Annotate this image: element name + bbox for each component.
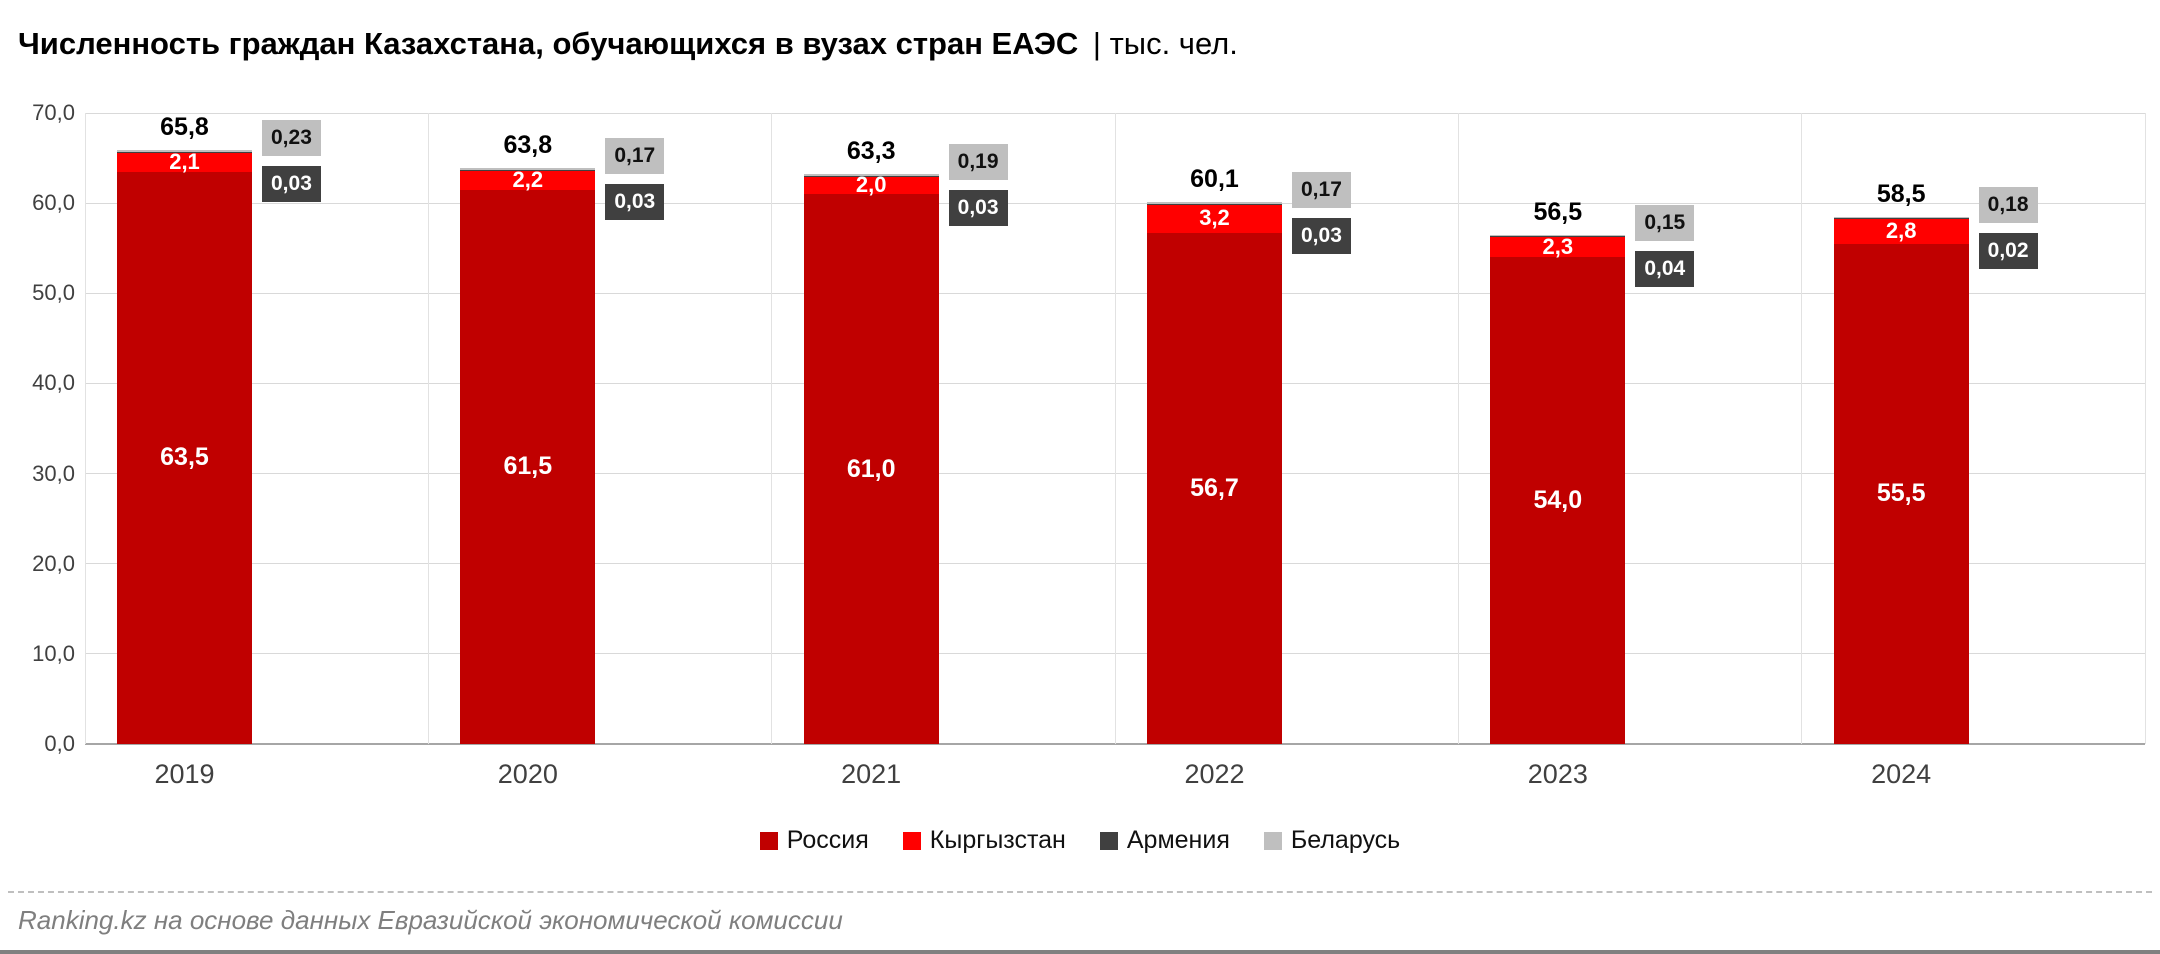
gridline-horizontal [85,743,2145,745]
gridline-vertical [84,113,86,744]
bar-value-label-Россия: 63,5 [160,443,209,472]
callout-Беларусь: 0,19 [948,144,1008,181]
bar-value-label-Кыргызстан: 2,8 [1885,218,1917,244]
bar-segment-Беларусь [1147,202,1282,204]
callout-Беларусь: 0,17 [605,137,665,174]
bar-total-label: 63,3 [846,137,896,166]
bar-segment-Россия [1490,257,1626,744]
bar-total-label: 58,5 [1876,179,1926,208]
legend-swatch-icon [1099,831,1118,850]
bar-value-label-Кыргызстан: 3,2 [1199,205,1230,231]
bar-value-label-Кыргызстан: 2,0 [855,172,887,198]
x-axis-tick-label: 2024 [1871,759,1932,789]
bar-segment-Кыргызстан [117,152,252,172]
y-axis-tick-label: 30,0 [32,460,75,486]
callout-Армения: 0,03 [948,190,1008,227]
gridline-vertical [2144,113,2146,744]
bar-segment-Россия [803,194,939,744]
legend-item-Армения: Армения [1099,826,1230,855]
bar-value-label-Россия: 55,5 [1876,479,1926,508]
callout-Беларусь: 0,15 [1635,204,1695,241]
gridline-vertical [1801,113,1803,744]
callout-Беларусь: 0,17 [1292,172,1351,209]
bar-value-label-Россия: 56,7 [1190,473,1239,502]
callout-Беларусь: 0,18 [1978,186,2038,223]
callout-Армения: 0,04 [1635,250,1695,287]
callout-Армения: 0,03 [1292,218,1351,255]
y-axis-tick-label: 50,0 [32,280,75,306]
chart-legend: Россия Кыргызстан Армения Беларусь [0,826,2160,855]
legend-item-Россия: Россия [759,826,869,855]
bar-segment-Беларусь [117,150,252,153]
legend-label: Кыргызстан [929,826,1066,854]
y-axis-tick-label: 10,0 [32,640,75,666]
bar-segment-Россия [1833,243,1969,744]
x-axis-tick-label: 2022 [1184,759,1245,789]
chart-plot-area: 0,0 10,0 20,0 30,0 40,0 50,0 60,0 70,0 63,5 2,1 65… [32,100,2146,789]
legend-label: Беларусь [1290,826,1401,854]
bar-segment-Беларусь [803,174,939,176]
callout-Беларусь: 0,23 [262,120,321,157]
bar-segment-Кыргызстан [1833,218,1969,244]
chart-title-main: Численность граждан Казахстана, обучающи… [18,26,1079,61]
bar-segment-Кыргызстан [1147,204,1282,233]
x-axis-tick-label: 2023 [1527,759,1588,789]
bar-segment-Кыргызстан [1490,236,1626,258]
bar-segment-Россия [460,189,596,744]
bar-value-label-Кыргызстан: 2,2 [512,166,544,192]
y-axis-tick-label: 40,0 [32,370,75,396]
x-axis-tick-label: 2019 [154,759,215,789]
gridline-vertical [427,113,429,744]
bar-total-label: 63,8 [503,130,553,159]
legend-swatch-icon [902,831,921,850]
callout-Армения: 0,02 [1978,232,2038,269]
bar-value-label-Россия: 61,0 [846,454,896,483]
gridline-vertical [771,113,773,744]
bar-segment-Кыргызстан [460,169,596,190]
bar-segment-Кыргызстан [803,176,939,195]
x-axis-tick-label: 2021 [841,759,902,789]
gridline-vertical [1114,113,1116,744]
x-axis-tick-label: 2020 [497,759,558,789]
source-credit: Ranking.kz на основе данных Евразийской … [18,905,843,935]
gridline-vertical [1457,113,1459,744]
bottom-rule [0,950,2160,954]
legend-label: Армения [1126,826,1230,854]
callout-Армения: 0,03 [262,166,321,203]
y-axis-tick-label: 70,0 [32,100,75,125]
bar-segment-Беларусь [1833,216,1969,219]
callout-Армения: 0,03 [605,183,665,220]
bar-segment-Беларусь [1490,234,1626,237]
bar-value-label-Кыргызстан: 2,1 [169,149,200,175]
bar-segment-Россия [117,171,252,744]
bar-value-label-Кыргызстан: 2,3 [1542,233,1574,259]
bar-segment-Россия [1147,232,1282,744]
bar-value-label-Россия: 54,0 [1533,486,1583,515]
bar-segment-Беларусь [460,167,596,170]
y-axis-tick-label: 20,0 [32,550,75,576]
bar-total-label: 56,5 [1533,197,1583,226]
y-axis-tick-label: 0,0 [44,731,75,756]
page-title: Численность граждан Казахстана, обучающи… [18,26,1238,62]
dashed-separator [8,891,2152,893]
legend-item-Беларусь: Беларусь [1263,826,1401,855]
bar-total-label: 65,8 [160,113,209,142]
legend-label: Россия [786,826,869,854]
bar-total-label: 60,1 [1190,165,1239,194]
bar-value-label-Россия: 61,5 [503,452,553,481]
chart-title-units: | тыс. чел. [1092,26,1238,61]
legend-item-Кыргызстан: Кыргызстан [902,826,1066,855]
legend-swatch-icon [759,831,778,850]
legend-swatch-icon [1263,831,1282,850]
y-axis-tick-label: 60,0 [32,190,75,216]
